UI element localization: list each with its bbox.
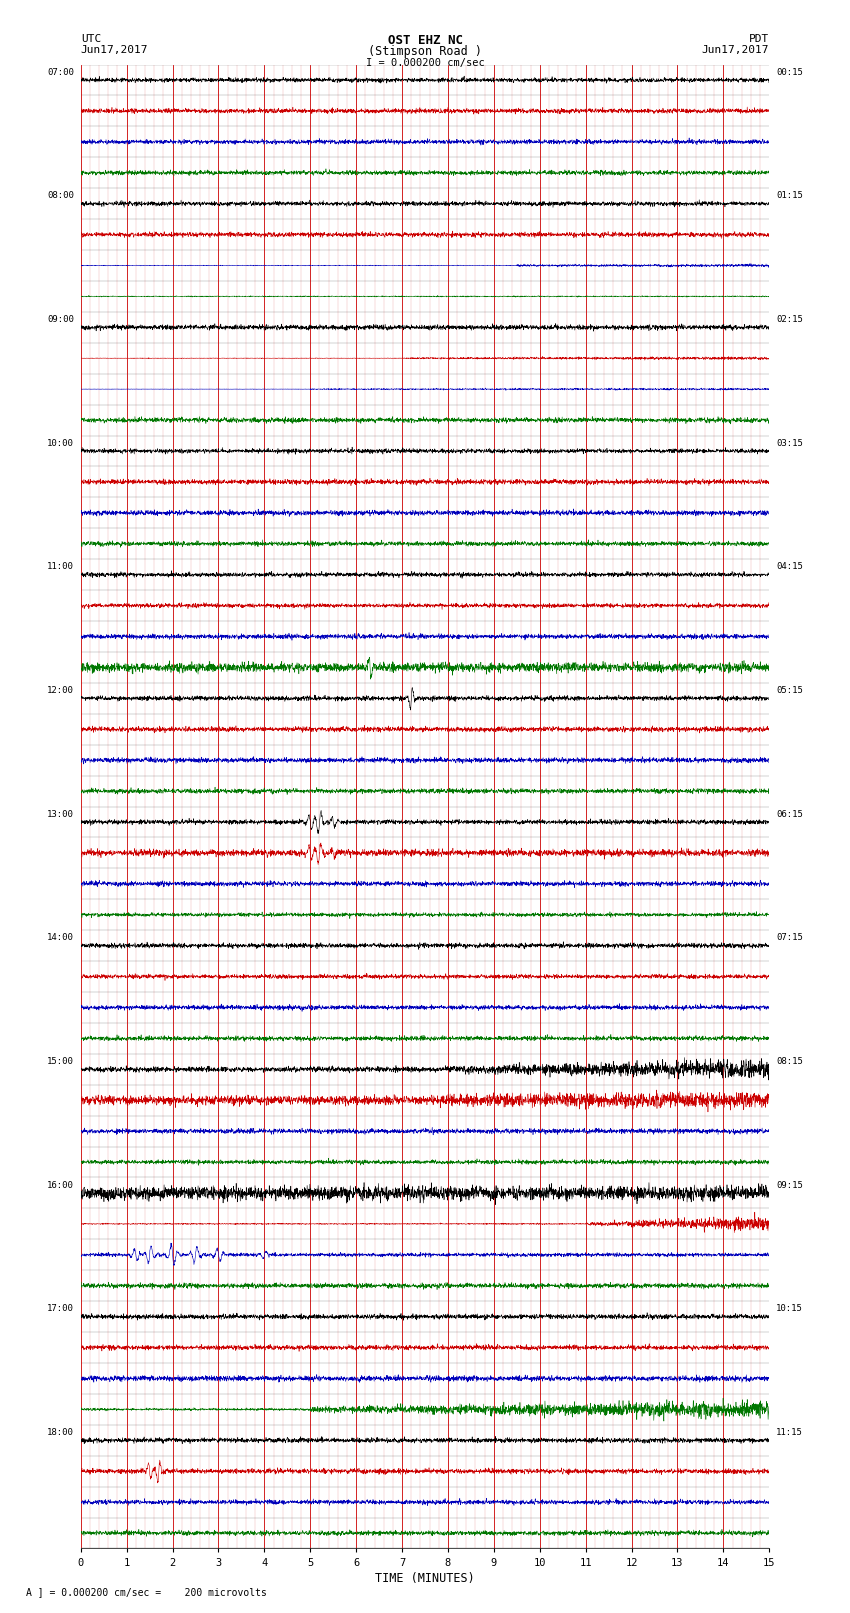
X-axis label: TIME (MINUTES): TIME (MINUTES) [375,1571,475,1584]
Text: 07:00: 07:00 [47,68,74,76]
Text: 04:15: 04:15 [776,563,803,571]
Text: 17:00: 17:00 [47,1305,74,1313]
Text: (Stimpson Road ): (Stimpson Road ) [368,45,482,58]
Text: 09:15: 09:15 [776,1181,803,1189]
Text: PDT: PDT [749,34,769,44]
Text: 02:15: 02:15 [776,315,803,324]
Text: 06:15: 06:15 [776,810,803,818]
Text: 10:15: 10:15 [776,1305,803,1313]
Text: I = 0.000200 cm/sec: I = 0.000200 cm/sec [366,58,484,68]
Text: 16:00: 16:00 [47,1181,74,1189]
Text: 01:15: 01:15 [776,192,803,200]
Text: UTC: UTC [81,34,101,44]
Text: 03:15: 03:15 [776,439,803,447]
Text: 15:00: 15:00 [47,1057,74,1066]
Text: OST EHZ NC: OST EHZ NC [388,34,462,47]
Text: A ] = 0.000200 cm/sec =    200 microvolts: A ] = 0.000200 cm/sec = 200 microvolts [26,1587,266,1597]
Text: 13:00: 13:00 [47,810,74,818]
Text: 09:00: 09:00 [47,315,74,324]
Text: 10:00: 10:00 [47,439,74,447]
Text: Jun17,2017: Jun17,2017 [702,45,769,55]
Text: 12:00: 12:00 [47,686,74,695]
Text: 14:00: 14:00 [47,934,74,942]
Text: 11:15: 11:15 [776,1428,803,1437]
Text: 00:15: 00:15 [776,68,803,76]
Text: 08:15: 08:15 [776,1057,803,1066]
Text: 07:15: 07:15 [776,934,803,942]
Text: 08:00: 08:00 [47,192,74,200]
Text: 11:00: 11:00 [47,563,74,571]
Text: 05:15: 05:15 [776,686,803,695]
Text: 18:00: 18:00 [47,1428,74,1437]
Text: Jun17,2017: Jun17,2017 [81,45,148,55]
